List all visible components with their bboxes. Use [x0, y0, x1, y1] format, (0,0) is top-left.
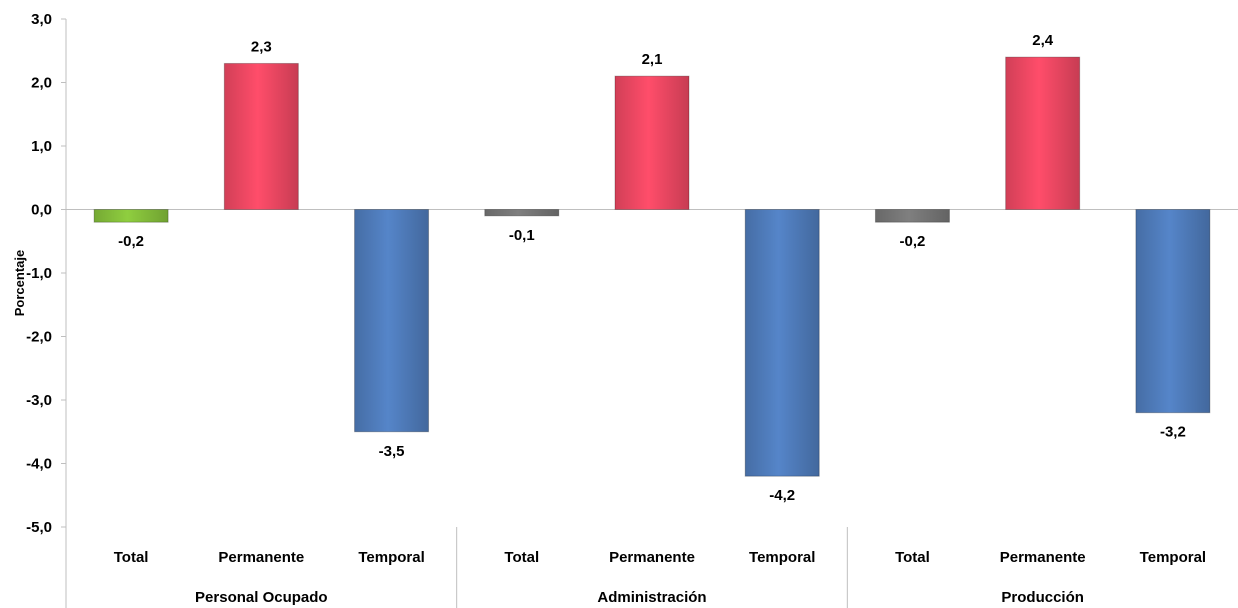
axis-layer: -5,0 -4,0 -3,0 -2,0 -1,0 0,0 1,0 2,0 3,0 [26, 11, 1238, 608]
category-label: Temporal [749, 549, 815, 566]
data-label: 2,1 [642, 51, 663, 68]
category-label: Permanente [1000, 549, 1086, 566]
category-label: Temporal [358, 549, 424, 566]
data-label: -0,2 [118, 233, 144, 250]
bar-layer [93, 56, 1211, 477]
bar-shading [354, 209, 429, 432]
data-label: -3,5 [379, 443, 405, 460]
data-label: -0,1 [509, 227, 535, 244]
category-label: Total [114, 549, 149, 566]
y-tick-label: 2,0 [31, 75, 52, 92]
bar-shading [615, 76, 689, 210]
bar-shading [1005, 57, 1080, 210]
category-label: Total [504, 549, 539, 566]
data-label: -0,2 [900, 233, 926, 250]
label-layer: Personal Ocupado -0,2 Total 2,3 Permanente -3… [114, 32, 1206, 606]
group-label: Administración [597, 589, 706, 606]
bar-shading [484, 209, 559, 216]
bar-shading [875, 209, 950, 223]
data-label: -4,2 [769, 487, 795, 504]
y-tick-label: 3,0 [31, 11, 52, 28]
y-tick-label: -2,0 [26, 329, 52, 346]
bar-shading [94, 209, 169, 223]
y-tick-label: -5,0 [26, 519, 52, 536]
data-label: -3,2 [1160, 424, 1186, 441]
y-axis-label: Porcentaje [12, 250, 27, 316]
data-label: 2,4 [1032, 32, 1054, 49]
group-label: Personal Ocupado [195, 589, 328, 606]
y-tick-label: -1,0 [26, 265, 52, 282]
y-tick-label: 1,0 [31, 138, 52, 155]
bar-shading [224, 63, 299, 210]
bar-shading [745, 209, 820, 477]
y-tick-label: 0,0 [31, 202, 52, 219]
group-label: Producción [1001, 589, 1084, 606]
category-label: Permanente [609, 549, 695, 566]
category-label: Permanente [218, 549, 304, 566]
category-label: Total [895, 549, 930, 566]
data-label: 2,3 [251, 38, 272, 55]
bar-shading [1135, 209, 1210, 413]
y-tick-label: -4,0 [26, 456, 52, 473]
category-label: Temporal [1140, 549, 1206, 566]
y-tick-label: -3,0 [26, 392, 52, 409]
